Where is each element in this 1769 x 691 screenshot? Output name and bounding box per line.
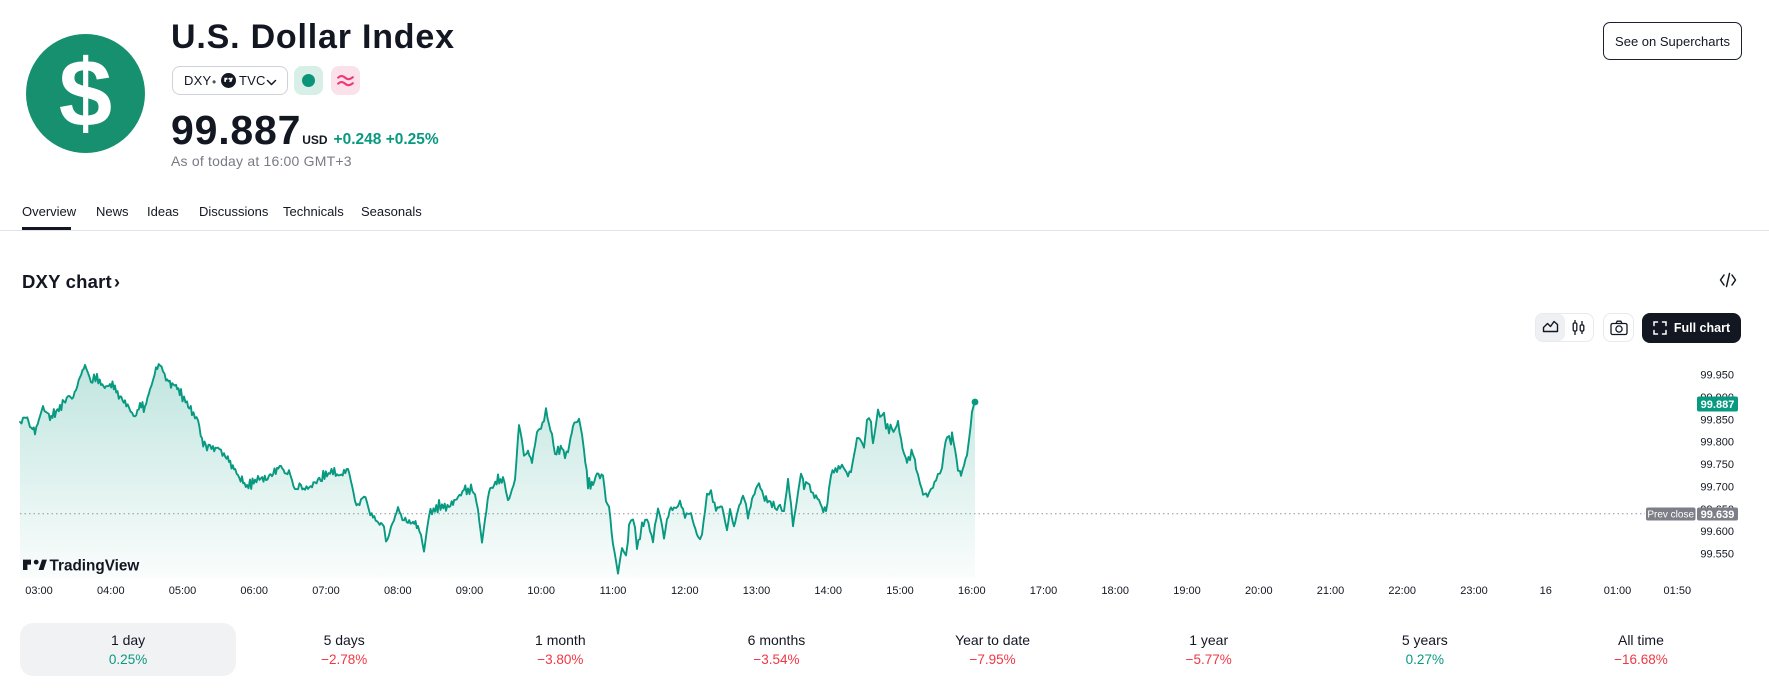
svg-text:99.950: 99.950 (1700, 370, 1734, 382)
svg-text:99.600: 99.600 (1700, 526, 1734, 538)
svg-text:01:00: 01:00 (1604, 585, 1632, 597)
svg-text:04:00: 04:00 (97, 585, 125, 597)
svg-text:01:50: 01:50 (1664, 585, 1692, 597)
svg-text:99.750: 99.750 (1700, 459, 1734, 471)
svg-text:99.850: 99.850 (1700, 415, 1734, 427)
svg-text:99.887: 99.887 (1701, 399, 1735, 411)
svg-text:07:00: 07:00 (312, 585, 340, 597)
svg-text:Prev close: Prev close (1647, 510, 1694, 521)
svg-text:99.800: 99.800 (1700, 437, 1734, 449)
svg-text:99.639: 99.639 (1701, 509, 1735, 521)
svg-text:05:00: 05:00 (169, 585, 197, 597)
svg-text:03:00: 03:00 (25, 585, 53, 597)
svg-text:21:00: 21:00 (1317, 585, 1345, 597)
svg-text:TradingView: TradingView (50, 558, 140, 575)
svg-text:18:00: 18:00 (1101, 585, 1129, 597)
svg-text:99.550: 99.550 (1700, 549, 1734, 561)
svg-text:06:00: 06:00 (240, 585, 268, 597)
svg-text:09:00: 09:00 (456, 585, 484, 597)
svg-text:22:00: 22:00 (1388, 585, 1416, 597)
svg-text:13:00: 13:00 (743, 585, 771, 597)
svg-text:14:00: 14:00 (814, 585, 842, 597)
svg-text:19:00: 19:00 (1173, 585, 1201, 597)
svg-text:99.700: 99.700 (1700, 482, 1734, 494)
svg-text:12:00: 12:00 (671, 585, 699, 597)
svg-text:16:00: 16:00 (958, 585, 986, 597)
svg-text:20:00: 20:00 (1245, 585, 1273, 597)
svg-text:16: 16 (1540, 585, 1552, 597)
svg-text:23:00: 23:00 (1460, 585, 1488, 597)
svg-text:15:00: 15:00 (886, 585, 914, 597)
svg-text:17:00: 17:00 (1030, 585, 1058, 597)
svg-text:11:00: 11:00 (600, 585, 627, 597)
svg-text:08:00: 08:00 (384, 585, 412, 597)
svg-text:10:00: 10:00 (527, 585, 555, 597)
